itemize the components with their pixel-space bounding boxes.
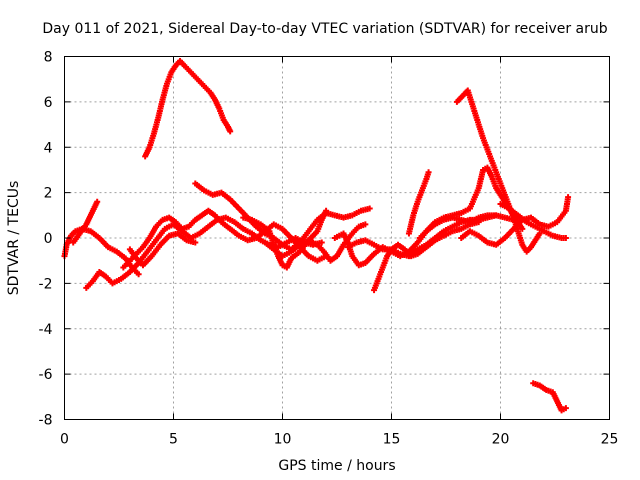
data-point <box>475 219 482 226</box>
data-point <box>565 194 572 201</box>
data-point <box>362 221 369 228</box>
data-point <box>135 271 142 278</box>
data-point <box>94 198 101 205</box>
series-track-9 <box>262 221 369 264</box>
series-track-6 <box>142 58 234 160</box>
series-track-2 <box>70 198 101 246</box>
x-tick-label: 20 <box>492 432 510 448</box>
data-point <box>227 128 234 135</box>
y-tick-label: -8 <box>39 413 53 429</box>
series-track-15 <box>453 87 543 255</box>
y-tick-label: -2 <box>39 276 53 292</box>
y-tick-label: -6 <box>39 367 53 383</box>
y-tick-label: 8 <box>44 50 53 66</box>
x-tick-label: 25 <box>601 432 619 448</box>
series-track-12 <box>371 219 482 294</box>
y-tick-label: 6 <box>44 95 53 111</box>
x-tick-label: 10 <box>274 432 292 448</box>
y-tick-label: -4 <box>39 322 53 338</box>
data-point <box>519 225 526 232</box>
series-track-5 <box>126 230 199 269</box>
series-track-13 <box>405 169 432 237</box>
data-point <box>425 169 432 176</box>
data-point <box>192 239 199 246</box>
y-tick-label: 4 <box>44 140 53 156</box>
y-axis-label: SDTVAR / TECUs <box>6 181 22 296</box>
x-tick-label: 0 <box>60 432 69 448</box>
series-track-18 <box>530 380 569 414</box>
axis-ticks: 0 5 10 15 20 25 -8 -6 -4 -2 0 2 4 6 8 <box>39 50 619 448</box>
data-point <box>562 405 569 412</box>
data-point <box>366 205 373 212</box>
y-tick-label: 2 <box>44 186 53 202</box>
series-track-11 <box>344 212 517 260</box>
series-track-16 <box>458 194 572 248</box>
data-point <box>323 207 330 214</box>
data-point <box>318 239 325 246</box>
data-points <box>61 58 572 414</box>
data-point <box>562 235 569 241</box>
series-track-17 <box>497 200 569 241</box>
x-tick-label: 5 <box>169 432 178 448</box>
chart-title: Day 011 of 2021, Sidereal Day-to-day VTE… <box>42 21 607 37</box>
x-axis-label: GPS time / hours <box>278 458 395 474</box>
y-tick-label: 0 <box>44 231 53 247</box>
x-tick-label: 15 <box>383 432 401 448</box>
